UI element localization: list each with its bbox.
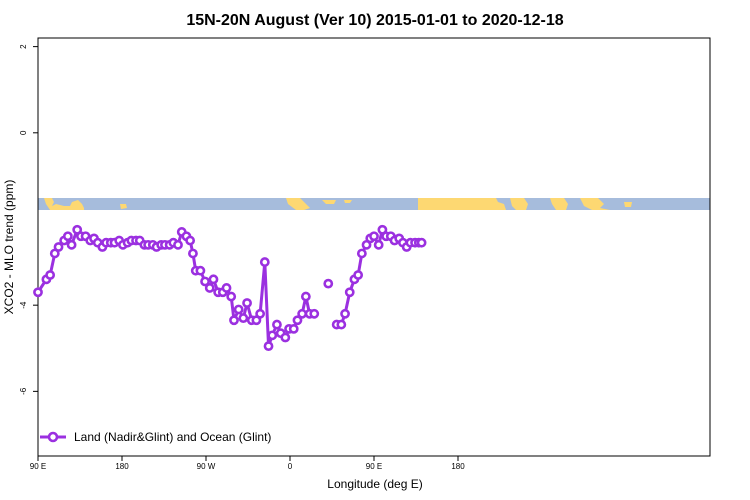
x-tick-label: 90 W	[197, 462, 216, 471]
data-point	[416, 237, 427, 248]
data-point	[300, 291, 311, 302]
data-point	[356, 248, 367, 259]
data-point	[263, 341, 274, 352]
series-group	[33, 224, 427, 352]
data-point	[62, 231, 73, 242]
y-tick-label: 0	[19, 130, 28, 135]
land-patch-mexico	[286, 198, 310, 210]
data-point	[297, 308, 308, 319]
legend-label: Land (Nadir&Glint) and Ocean (Glint)	[74, 430, 271, 444]
data-point	[204, 283, 215, 293]
geography-strip	[38, 198, 710, 210]
data-point	[53, 242, 64, 252]
land-patch-africa	[418, 198, 506, 210]
x-tick-label: 180	[115, 462, 129, 471]
data-point	[353, 270, 364, 280]
land-patch-asia	[44, 198, 84, 210]
x-tick-label: 90 E	[366, 462, 382, 471]
data-point	[238, 313, 249, 324]
y-tick-label: -4	[19, 301, 28, 309]
data-point	[288, 323, 299, 334]
land-patch-india	[550, 198, 568, 210]
land-patch-caribbean-2	[344, 200, 352, 203]
chart-title: 15N-20N August (Ver 10) 2015-01-01 to 20…	[186, 12, 563, 29]
data-point	[259, 257, 270, 267]
data-point	[267, 330, 278, 341]
land-patch-philippines	[624, 202, 632, 207]
land-patch-pacific-island	[120, 204, 127, 209]
data-point	[200, 276, 210, 287]
data-point	[221, 283, 232, 293]
y-tick-label: -6	[19, 387, 28, 395]
x-tick-label: 180	[451, 462, 465, 471]
data-point	[33, 287, 43, 298]
data-point	[280, 332, 291, 343]
x-axis-label: Longitude (deg E)	[327, 477, 422, 491]
data-point	[233, 304, 244, 315]
x-tick-label: 90 E	[30, 462, 46, 471]
data-point	[340, 308, 350, 319]
land-patch-caribbean	[322, 200, 336, 204]
data-point	[344, 287, 355, 298]
data-point	[336, 319, 347, 330]
data-point	[208, 274, 219, 285]
data-point	[369, 231, 379, 242]
y-tick-label: 2	[19, 44, 28, 49]
x-axis: 90 E 180 90 W 0 90 E 180	[30, 456, 465, 471]
ocean-band	[38, 198, 710, 210]
land-patches	[44, 198, 632, 210]
land-patch-arabia	[510, 198, 528, 210]
data-point	[373, 239, 384, 250]
data-point	[185, 235, 196, 246]
data-point	[226, 291, 237, 302]
data-point	[173, 239, 183, 250]
legend: Land (Nadir&Glint) and Ocean (Glint)	[40, 430, 271, 444]
data-point	[323, 278, 334, 289]
data-point	[242, 298, 252, 308]
data-point	[292, 315, 303, 326]
legend-marker	[47, 431, 59, 443]
land-patch-southeast-asia	[580, 198, 610, 210]
y-axis: 2 0 -4 -6	[19, 44, 38, 395]
data-point	[272, 319, 282, 330]
data-point	[309, 308, 320, 319]
data-point	[188, 248, 198, 259]
data-point	[45, 270, 56, 280]
data-point	[229, 315, 239, 326]
data-point	[255, 308, 266, 319]
plot-frame	[37, 37, 711, 457]
y-axis-label: XCO2 - MLO trend (ppm)	[2, 180, 16, 315]
data-point	[66, 239, 77, 250]
x-tick-label: 0	[288, 462, 293, 471]
data-point	[195, 265, 206, 276]
